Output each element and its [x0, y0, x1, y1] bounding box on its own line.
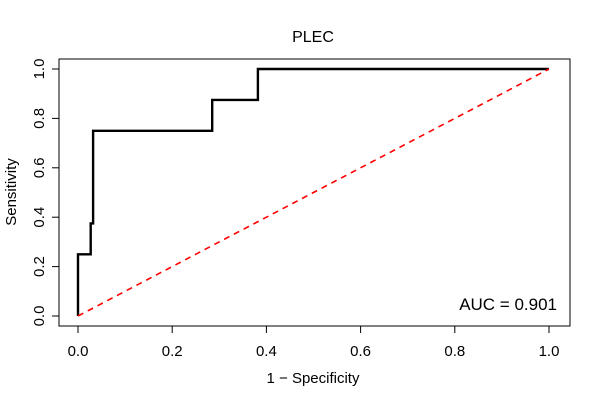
- x-tick-label: 0.0: [68, 343, 89, 360]
- y-tick-label: 1.0: [31, 59, 48, 80]
- auc-annotation: AUC = 0.901: [459, 295, 557, 314]
- x-tick-label: 0.6: [350, 343, 371, 360]
- y-axis-label: Sensitivity: [3, 158, 20, 226]
- y-tick-label: 0.6: [31, 157, 48, 178]
- y-axis: 0.0 0.2 0.4 0.6 0.8 1.0: [31, 59, 60, 327]
- y-tick-label: 0.2: [31, 256, 48, 277]
- y-tick-label: 0.0: [31, 306, 48, 327]
- roc-curve-line: [76, 67, 549, 316]
- series-layer: [76, 67, 550, 317]
- chart-title: PLEC: [292, 29, 334, 46]
- x-axis-label: 1 − Specificity: [267, 370, 360, 387]
- x-axis: 0.0 0.2 0.4 0.6 0.8 1.0: [68, 325, 560, 360]
- chance-diagonal-line: [77, 68, 550, 317]
- y-tick-label: 0.4: [31, 207, 48, 228]
- x-tick-label: 0.8: [444, 343, 465, 360]
- y-tick-label: 0.8: [31, 108, 48, 129]
- x-tick-label: 0.4: [256, 343, 277, 360]
- x-tick-label: 0.2: [162, 343, 183, 360]
- x-tick-label: 1.0: [539, 343, 560, 360]
